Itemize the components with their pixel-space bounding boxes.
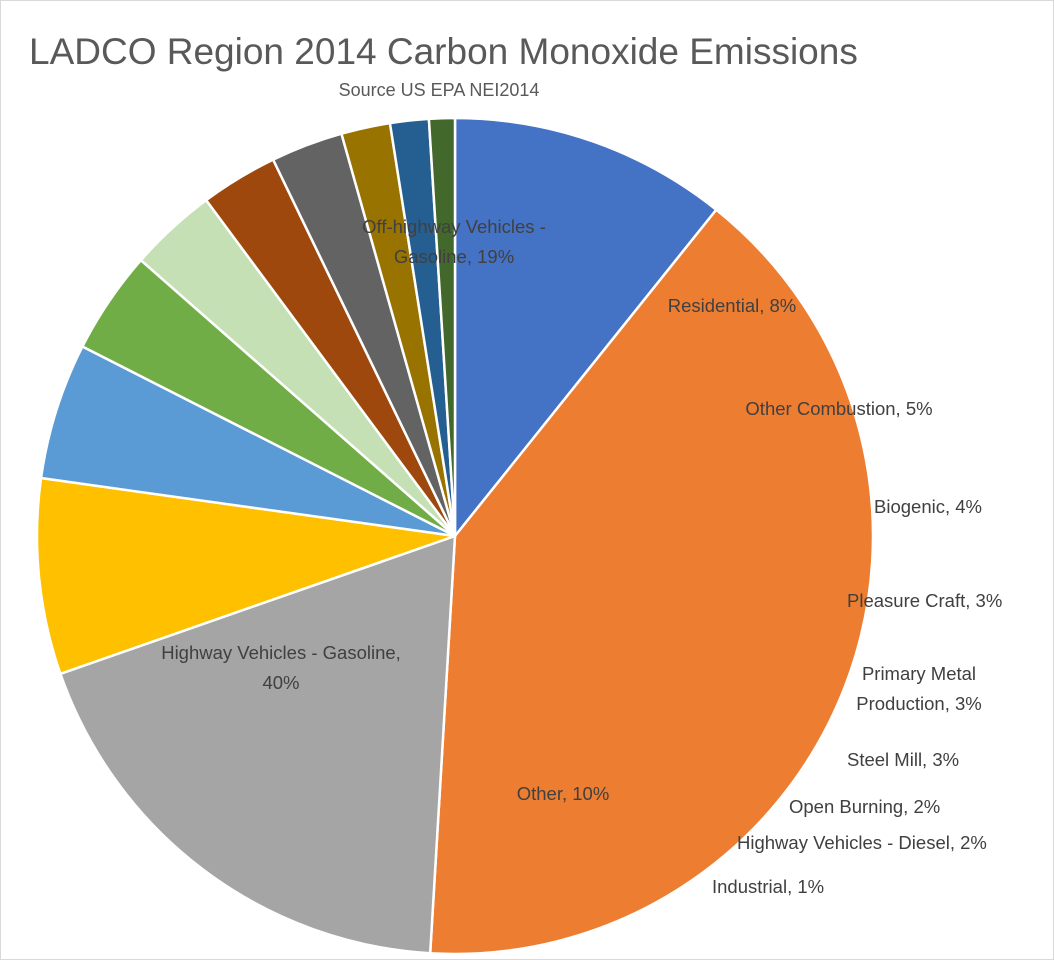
chart-subtitle: Source US EPA NEI2014 bbox=[338, 80, 540, 100]
slice-label-biogenic: Biogenic, 4% bbox=[874, 496, 982, 517]
pie-slice-highway-vehicles-gasoline bbox=[428, 208, 875, 956]
slice-label-residential: Residential, 8% bbox=[668, 295, 797, 316]
pie-slice-residential bbox=[35, 476, 457, 676]
slice-label-primary-metal-production: Primary Metal Production, 3% bbox=[856, 663, 981, 714]
slice-label-highway-vehicles-diesel: Highway Vehicles - Diesel, 2% bbox=[737, 832, 987, 853]
slice-label-steel-mill: Steel Mill, 3% bbox=[847, 749, 959, 770]
slice-label-other-combustion: Other Combustion, 5% bbox=[745, 398, 932, 419]
pie-slices bbox=[35, 116, 875, 956]
chart-title: LADCO Region 2014 Carbon Monoxide Emissi… bbox=[29, 31, 858, 72]
pie-slice-other bbox=[453, 116, 718, 538]
slice-label-off-highway-vehicles-gasoline: Off-highway Vehicles -Gasoline, 19% bbox=[362, 216, 546, 267]
slice-label-open-burning: Open Burning, 2% bbox=[789, 796, 940, 817]
slice-labels: Other, 10% Highway Vehicles - Gasoline, 40… bbox=[161, 216, 1002, 897]
slice-label-other: Other, 10% bbox=[517, 783, 610, 804]
slice-label-industrial: Industrial, 1% bbox=[712, 876, 824, 897]
pie-slice-industrial bbox=[427, 116, 457, 538]
slice-label-highway-vehicles-gasoline: Highway Vehicles - Gasoline, 40% bbox=[161, 642, 401, 693]
slice-label-pleasure-craft: Pleasure Craft, 3% bbox=[847, 590, 1002, 611]
pie-slice-other-combustion bbox=[39, 345, 457, 538]
